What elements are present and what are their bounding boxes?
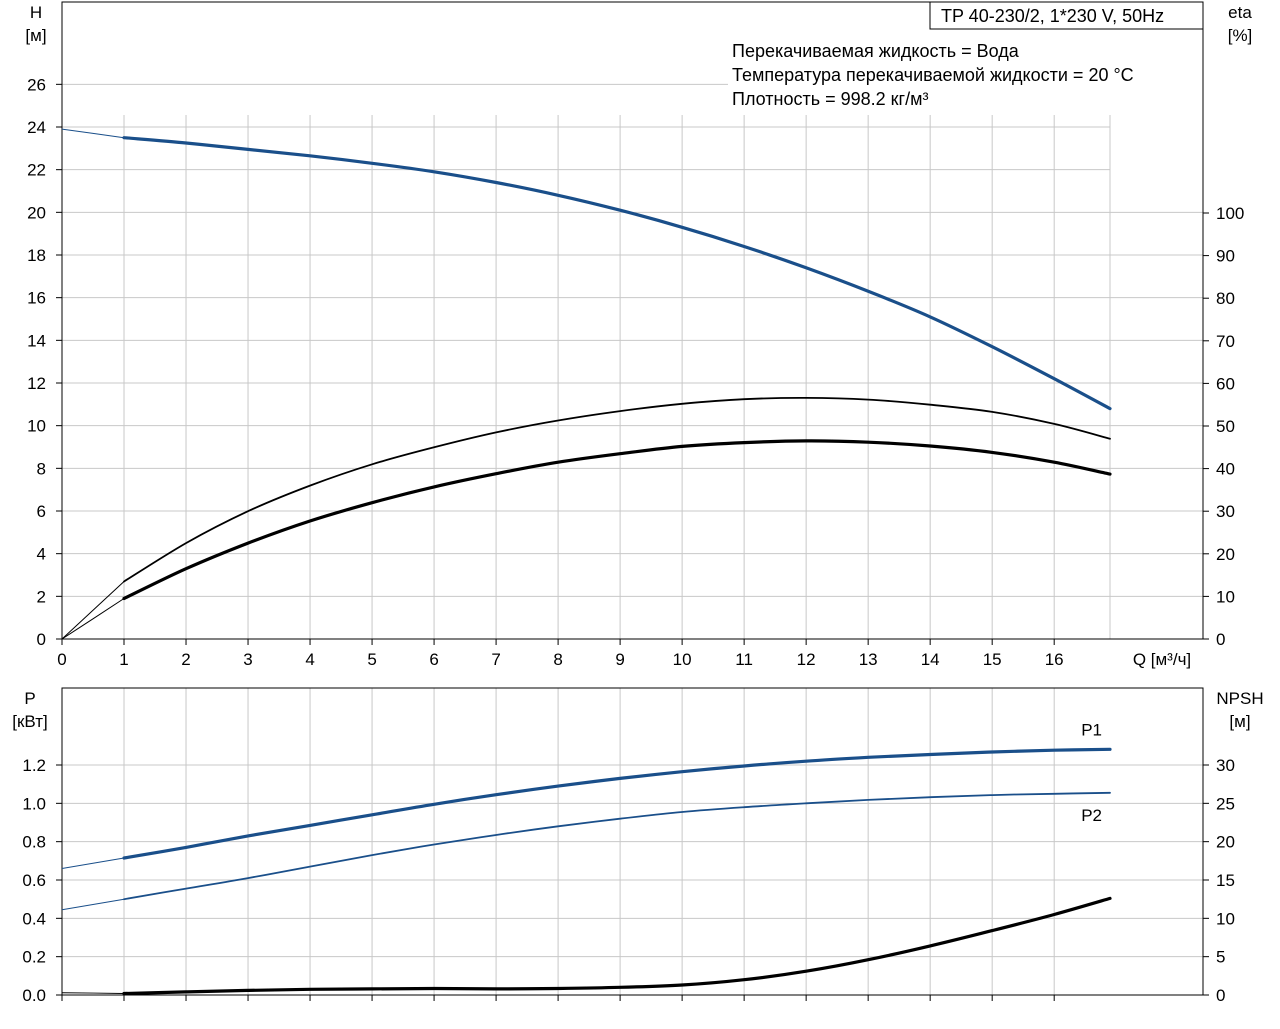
x-tick-label: 14 <box>921 650 940 669</box>
x-tick-label: 3 <box>243 650 252 669</box>
y-left-tick-label: 16 <box>27 289 46 308</box>
series-1-1-extrapolated <box>61 898 125 911</box>
y-left-tick-label: 0.2 <box>22 948 46 967</box>
x-tick-label: 0 <box>57 650 66 669</box>
y-right-axis-label: eta <box>1228 3 1252 22</box>
y-left-tick-label: 0 <box>37 630 46 649</box>
x-tick-label: 6 <box>429 650 438 669</box>
x-axis-label: Q [м³/ч] <box>1133 650 1191 669</box>
pump-title-box <box>929 1 1204 30</box>
y-left-tick-label: 6 <box>37 502 46 521</box>
info-line: Температура перекачиваемой жидкости = 20… <box>732 65 1134 85</box>
plot-frame <box>61 1 1204 640</box>
info-line: Перекачиваемая жидкость = Вода <box>732 41 1020 61</box>
y-right-tick-label: 10 <box>1216 909 1235 928</box>
x-tick-label: 12 <box>797 650 816 669</box>
y-left-tick-label: 1.2 <box>22 756 46 775</box>
y-left-tick-label: 0.0 <box>22 986 46 1005</box>
y-right-tick-label: 25 <box>1216 794 1235 813</box>
y-left-tick-label: 0.8 <box>22 833 46 852</box>
y-right-tick-label: 15 <box>1216 871 1235 890</box>
y-right-tick-label: 60 <box>1216 374 1235 393</box>
y-left-axis-label: H <box>30 3 42 22</box>
y-right-tick-label: 80 <box>1216 289 1235 308</box>
x-tick-label: 8 <box>553 650 562 669</box>
series-0-1-line <box>123 396 1111 583</box>
y-left-tick-label: 18 <box>27 246 46 265</box>
y-right-tick-label: 20 <box>1216 545 1235 564</box>
y-left-tick-label: 26 <box>27 75 46 94</box>
y-right-tick-label: 30 <box>1216 756 1235 775</box>
series-0-1-extrapolated <box>61 581 125 640</box>
y-right-tick-label: 10 <box>1216 587 1235 606</box>
y-left-tick-label: 20 <box>27 203 46 222</box>
y-right-axis-label: NPSH <box>1216 689 1263 708</box>
series-label-p1: P1 <box>1081 720 1102 739</box>
x-tick-label: 7 <box>491 650 500 669</box>
x-tick-label: 1 <box>119 650 128 669</box>
y-left-tick-label: 14 <box>27 331 46 350</box>
y-right-tick-label: 0 <box>1216 630 1225 649</box>
y-left-tick-label: 1.0 <box>22 794 46 813</box>
info-line: Плотность = 998.2 кг/м³ <box>732 89 928 109</box>
series-1-1-line <box>123 791 1111 901</box>
series-0-2-extrapolated <box>61 598 125 640</box>
y-left-axis-unit: [кВт] <box>12 712 47 731</box>
x-tick-label: 5 <box>367 650 376 669</box>
y-left-tick-label: 0.4 <box>22 909 46 928</box>
y-right-tick-label: 70 <box>1216 332 1235 351</box>
series-0-0-line <box>122 136 1112 411</box>
y-right-tick-label: 20 <box>1216 833 1235 852</box>
pump-title: TP 40-230/2, 1*230 V, 50Hz <box>941 6 1164 26</box>
y-left-tick-label: 12 <box>27 374 46 393</box>
y-left-axis-label: P <box>24 689 35 708</box>
y-left-tick-label: 22 <box>27 161 46 180</box>
y-right-tick-label: 5 <box>1216 948 1225 967</box>
x-tick-label: 11 <box>735 650 753 669</box>
y-left-tick-label: 8 <box>37 459 46 478</box>
info-block-bg <box>728 36 1200 114</box>
series-1-2-line <box>122 896 1112 996</box>
series-0-0-extrapolated <box>61 128 125 139</box>
y-left-tick-label: 0.6 <box>22 871 46 890</box>
x-tick-label: 10 <box>673 650 692 669</box>
x-tick-label: 9 <box>615 650 624 669</box>
series-label-p2: P2 <box>1081 806 1102 825</box>
y-right-tick-label: 30 <box>1216 502 1235 521</box>
y-right-axis-unit: [%] <box>1228 26 1253 45</box>
series-0-2-line <box>122 439 1112 601</box>
x-tick-label: 2 <box>181 650 190 669</box>
x-tick-label: 4 <box>305 650 314 669</box>
series-1-0-line <box>122 747 1112 860</box>
x-tick-label: 15 <box>983 650 1002 669</box>
series-1-2-extrapolated <box>61 992 125 994</box>
y-right-tick-label: 50 <box>1216 417 1235 436</box>
y-right-tick-label: 90 <box>1216 247 1235 266</box>
series-1-0-extrapolated <box>61 857 125 869</box>
y-right-tick-label: 0 <box>1216 986 1225 1005</box>
y-left-tick-label: 24 <box>27 118 46 137</box>
y-left-tick-label: 10 <box>27 417 46 436</box>
y-right-tick-label: 100 <box>1216 204 1244 223</box>
x-tick-label: 16 <box>1045 650 1064 669</box>
x-tick-label: 13 <box>859 650 878 669</box>
y-left-tick-label: 4 <box>37 545 46 564</box>
y-right-axis-unit: [м] <box>1229 712 1250 731</box>
y-right-tick-label: 40 <box>1216 460 1235 479</box>
y-left-tick-label: 2 <box>37 587 46 606</box>
y-left-axis-unit: [м] <box>25 26 46 45</box>
